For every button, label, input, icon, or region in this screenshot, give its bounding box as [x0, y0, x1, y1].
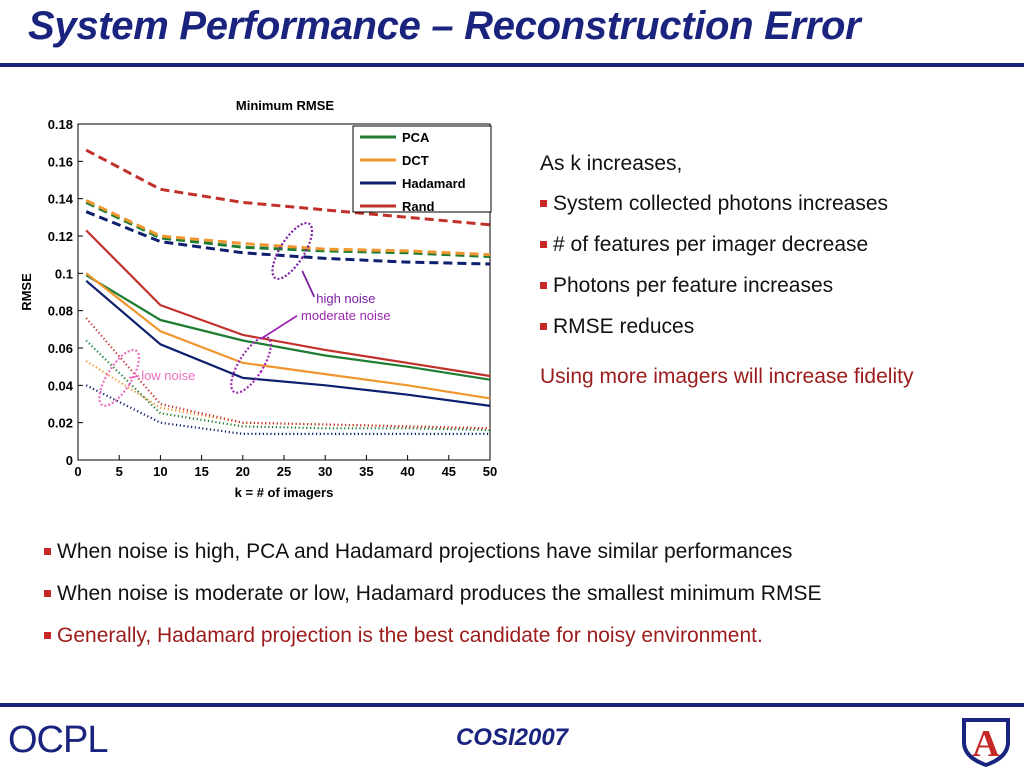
- university-crest-icon: A: [962, 718, 1010, 767]
- slide-title: System Performance – Reconstruction Erro…: [28, 4, 861, 48]
- chart-legend: PCA DCT Hadamard Rand: [352, 125, 492, 214]
- annotation-high-noise-ellipse: [271, 221, 314, 280]
- y-tick-label: 0.06: [48, 341, 73, 356]
- series-hadamard-moderate-line: [85, 279, 491, 407]
- y-tick-label: 0.04: [48, 378, 74, 393]
- y-tick-label: 0.14: [48, 192, 74, 207]
- crest-letter: A: [972, 723, 1000, 765]
- series-dct-high-line: [85, 199, 491, 257]
- series-pca-high-line: [85, 201, 491, 258]
- bullet-square-icon: [540, 200, 547, 207]
- annotation-moderate-noise-label: moderate noise: [301, 308, 391, 323]
- y-tick-label: 0.12: [48, 229, 73, 244]
- series-pca-moderate-line: [85, 274, 491, 381]
- footer-divider: [0, 703, 1024, 707]
- x-tick-label: 0: [74, 464, 81, 479]
- annotation-high-noise-arrow: [301, 270, 316, 298]
- bullet-square-icon: [540, 282, 547, 289]
- legend-hadamard-label: Hadamard: [402, 176, 466, 191]
- y-tick-label: 0: [66, 453, 73, 468]
- ocpl-logo: OCPL: [8, 719, 108, 761]
- annotation-moderate-noise-ellipse: [230, 335, 272, 394]
- bullet-photons: System collected photons increases: [540, 192, 1010, 216]
- bullet-rmse: RMSE reduces: [540, 315, 1010, 339]
- annotation-low-noise-ellipse: [98, 348, 141, 407]
- right-panel: As k increases, System collected photons…: [540, 152, 1010, 389]
- x-tick-label: 10: [153, 464, 167, 479]
- bottom-bullet-high-noise: When noise is high, PCA and Hadamard pro…: [44, 540, 1014, 564]
- annotation-low-noise-label: low noise: [141, 368, 195, 383]
- x-axis-ticks: 0 5 10 15 20 25 30 35 40 45 50: [74, 455, 497, 479]
- bullet-square-icon: [44, 632, 51, 639]
- series-pca-low-line: [85, 339, 491, 432]
- legend-dct-label: DCT: [402, 153, 429, 168]
- x-tick-label: 5: [116, 464, 123, 479]
- bullet-square-icon: [540, 241, 547, 248]
- y-tick-label: 0.02: [48, 416, 73, 431]
- y-tick-label: 0.1: [55, 266, 73, 281]
- x-tick-label: 40: [400, 464, 414, 479]
- bullet-features: # of features per imager decrease: [540, 233, 1010, 257]
- title-divider: [0, 63, 1024, 67]
- bullet-text: RMSE reduces: [553, 315, 695, 338]
- bottom-bullet-conclusion: Generally, Hadamard projection is the be…: [44, 624, 1014, 648]
- rmse-chart: Minimum RMSE 0 5 10 15 20 25 30 35 40 45 50 00.020…: [19, 98, 497, 500]
- legend-pca-label: PCA: [402, 130, 430, 145]
- bottom-panel: When noise is high, PCA and Hadamard pro…: [44, 540, 1014, 666]
- bullet-square-icon: [44, 548, 51, 555]
- intro-text: As k increases,: [540, 152, 683, 175]
- conclusion-text: Using more imagers will increase fidelit…: [540, 365, 914, 388]
- x-tick-label: 25: [277, 464, 291, 479]
- bullet-square-icon: [44, 590, 51, 597]
- bullet-photons-per-feature: Photons per feature increases: [540, 274, 1010, 298]
- bullet-text: When noise is high, PCA and Hadamard pro…: [57, 540, 793, 563]
- annotation-high-noise-label: high noise: [316, 291, 375, 306]
- bottom-bullet-moderate-noise: When noise is moderate or low, Hadamard …: [44, 582, 1014, 606]
- bullet-text: Photons per feature increases: [553, 274, 834, 297]
- bullet-square-icon: [540, 323, 547, 330]
- series-dct-moderate-line: [85, 272, 491, 400]
- annotation-moderate-noise-arrow: [260, 315, 298, 340]
- crest-inner: [966, 722, 1006, 763]
- series-rand-low-line: [85, 317, 491, 430]
- series-layer: [85, 148, 491, 435]
- y-tick-label: 0.16: [48, 154, 73, 169]
- bullet-text: Generally, Hadamard projection is the be…: [57, 624, 763, 647]
- x-tick-label: 20: [236, 464, 250, 479]
- annotation-layer: high noise moderate noise low noise: [98, 221, 391, 407]
- series-rand-moderate-line: [85, 229, 491, 378]
- x-tick-label: 45: [442, 464, 456, 479]
- y-tick-label: 0.08: [48, 304, 73, 319]
- y-tick-label: 0.18: [48, 117, 73, 132]
- annotation-low-noise-arrow: [129, 374, 140, 379]
- x-tick-label: 15: [194, 464, 208, 479]
- footer-text: COSI2007: [455, 724, 569, 751]
- bullet-text: System collected photons increases: [553, 192, 889, 215]
- series-hadamard-high-line: [85, 210, 491, 266]
- legend-box: [352, 125, 492, 213]
- bullet-text: # of features per imager decrease: [553, 233, 869, 256]
- y-axis-ticks: 0 0.02 0.04 0.06 0.08 0.1 0.12 0.14 0.16 0.18: [48, 117, 83, 468]
- chart-title: Minimum RMSE: [236, 98, 335, 113]
- logo-text: OCPL: [8, 719, 107, 761]
- x-tick-label: 30: [318, 464, 332, 479]
- x-tick-label: 50: [483, 464, 497, 479]
- x-axis-label: k = # of imagers: [235, 485, 334, 500]
- y-axis-label: RMSE: [19, 273, 34, 311]
- x-tick-label: 35: [359, 464, 373, 479]
- series-hadamard-low-line: [85, 384, 490, 435]
- bullet-text: When noise is moderate or low, Hadamard …: [57, 582, 822, 605]
- legend-rand-label: Rand: [402, 199, 435, 214]
